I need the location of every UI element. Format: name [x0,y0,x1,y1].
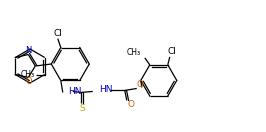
Text: CH₃: CH₃ [127,48,141,57]
Text: O: O [26,77,33,86]
Text: O: O [136,80,143,89]
Text: S: S [79,104,85,113]
Text: N: N [25,46,31,55]
Text: CH₃: CH₃ [20,70,35,79]
Text: HN: HN [99,85,112,94]
Text: Cl: Cl [167,47,176,56]
Text: HN: HN [68,87,81,96]
Text: Cl: Cl [53,29,62,38]
Text: O: O [127,100,134,109]
